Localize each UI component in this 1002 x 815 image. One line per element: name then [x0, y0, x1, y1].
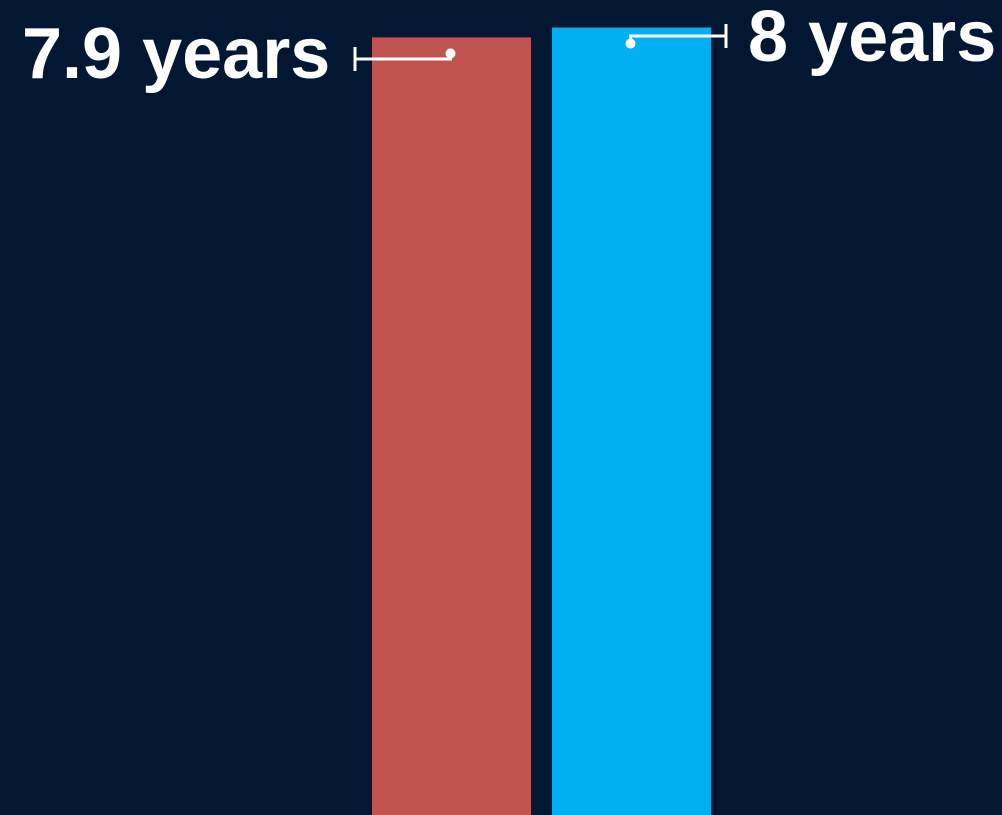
data-label-bar-1: 7.9 years — [22, 14, 330, 94]
data-label-bar-2: 8 years — [748, 0, 996, 77]
leader-dot-1 — [445, 48, 456, 59]
data-labels-group: 7.9 years 8 years — [22, 0, 996, 94]
leader-lines-group — [353, 24, 728, 71]
bars-group — [372, 27, 711, 815]
bar-2 — [552, 27, 711, 815]
bar-1 — [372, 37, 531, 815]
leader-dot-2 — [625, 38, 636, 49]
